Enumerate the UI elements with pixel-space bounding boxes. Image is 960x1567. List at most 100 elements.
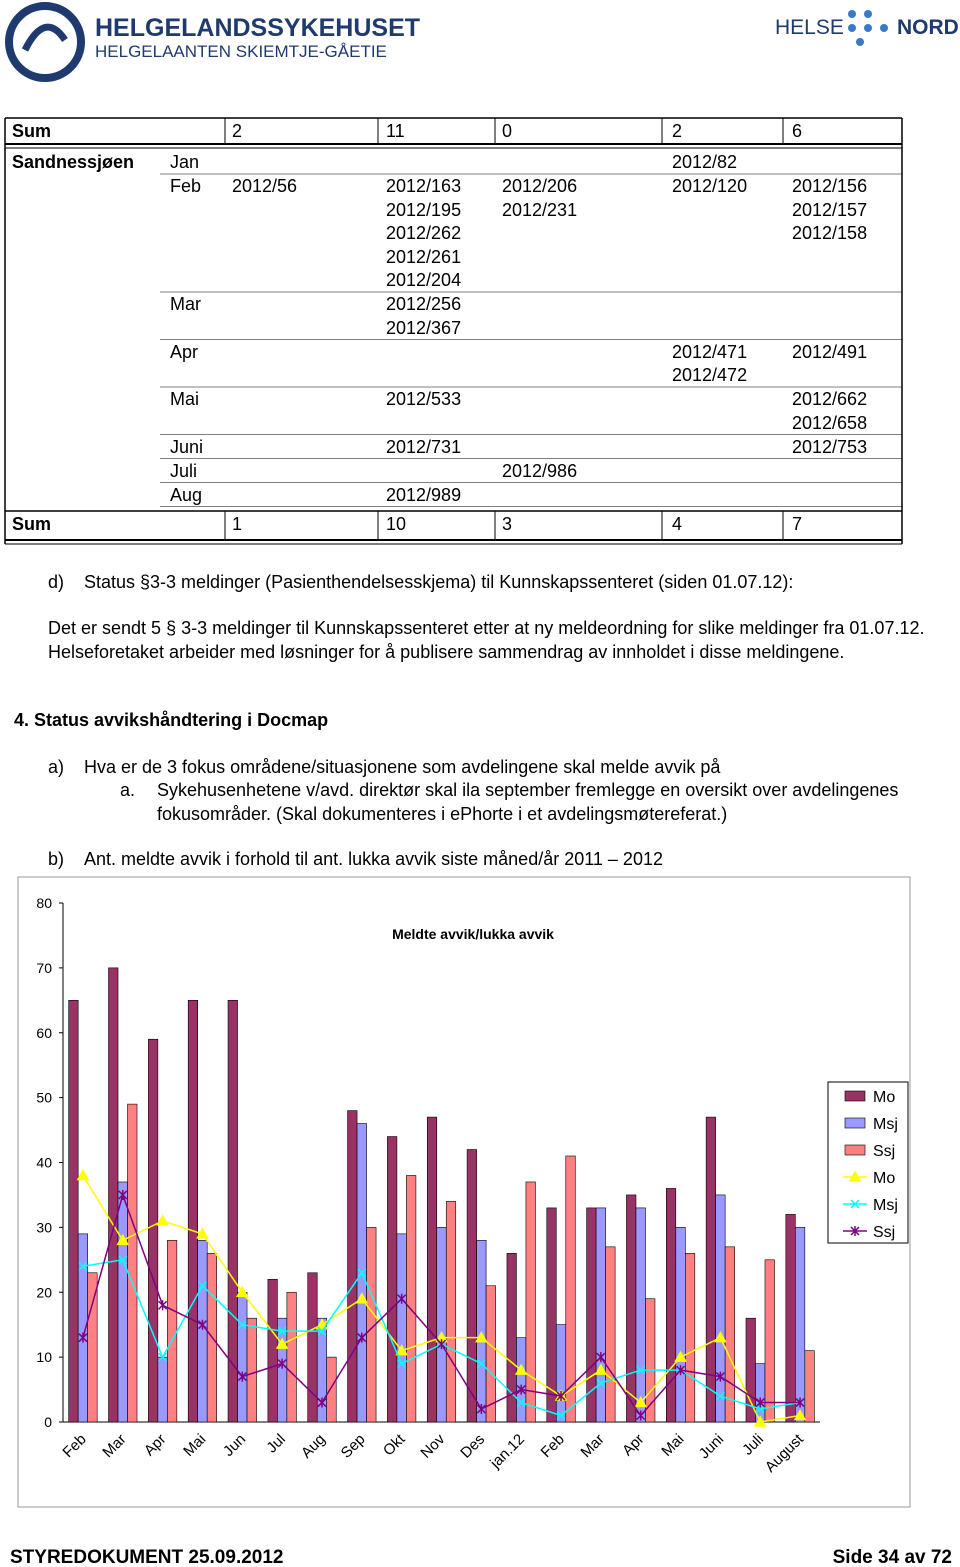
bar [626,1194,637,1423]
x-tick-label: Aug [298,1431,329,1462]
table-month: Juni [170,436,204,457]
bar [157,1356,168,1423]
table-cell: 11 [386,121,405,141]
bar [406,1175,417,1423]
logo-swirl [21,23,68,52]
bar [764,1259,775,1423]
y-tick-label: 50 [36,1090,52,1106]
y-tick-label: 30 [36,1219,52,1235]
table-cell: 2012/56 [232,176,298,196]
bar [675,1227,686,1423]
y-tick-label: 20 [36,1284,52,1300]
bar [595,1207,606,1423]
brand-dot [848,10,856,18]
list-label: a. [120,780,136,800]
line-marker [275,1337,289,1349]
table-cell: 0 [502,121,513,141]
line-marker [156,1214,169,1226]
bar [127,1103,138,1423]
x-tick-label: Jul [263,1431,289,1457]
footer-right: Side 34 av 72 [832,1547,952,1567]
bar [326,1356,337,1423]
table-cell: 2012/195 [386,199,462,220]
table-cell: 2012/367 [386,317,462,338]
brand-dot [864,10,872,18]
line-marker [357,1332,367,1343]
bar [227,1000,238,1423]
heading: 4. Status avvikshåndtering i Docmap [14,710,329,730]
bar [565,1155,576,1423]
bar [117,1181,128,1423]
line-marker [397,1293,407,1304]
list-label: b) [48,849,65,869]
line-marker [594,1363,608,1375]
table-section: Sandnessjøen [12,152,135,172]
x-tick-label: Apr [141,1431,170,1460]
legend-label: Mo [873,1170,895,1187]
line-marker [357,1268,367,1278]
line-marker [118,1189,128,1200]
y-tick-label: 40 [36,1155,52,1171]
bar [525,1181,536,1423]
line-marker [714,1331,727,1343]
line-marker [475,1331,488,1343]
line-marker [158,1352,168,1362]
table-cell: 2 [232,121,243,141]
bar [387,1136,398,1423]
bar [237,1291,248,1423]
bar [167,1240,178,1423]
table-cell: 2012/158 [792,223,868,243]
list-text: Ant. meldte avvik i forhold til ant. luk… [84,849,663,869]
bar [286,1291,297,1423]
list-label: d) [48,572,65,592]
line-marker [514,1363,528,1375]
chart-title: Meldte avvik/lukka avvik [392,926,554,942]
line-marker [118,1255,128,1265]
legend-label: Msj [873,1197,898,1214]
bar [516,1337,527,1423]
line-marker [397,1359,407,1369]
table-cell: 2012/256 [386,294,462,314]
line-marker [676,1365,686,1376]
line-marker [636,1410,646,1421]
line-marker [237,1320,247,1330]
x-tick-label: Apr [619,1431,648,1460]
line-marker [674,1350,687,1362]
logo [5,2,85,82]
legend-swatch [844,1117,866,1129]
bar [68,1000,79,1423]
table-cell: 4 [672,514,683,534]
line-marker [556,1410,566,1421]
bar [246,1317,257,1423]
brand-dot [848,24,856,32]
x-tick-label: Feb [538,1431,568,1461]
paragraph: Det er sendt 5 § 3-3 meldinger til Kunns… [48,618,925,662]
x-tick-label: Mar [99,1431,129,1461]
legend-box [827,1081,909,1244]
brand-dot [856,38,864,46]
x-tick-label: jan.12 [486,1431,528,1473]
footer-left: STYREDOKUMENT 25.09.2012 [10,1547,284,1567]
x-tick-label: Sep [338,1431,369,1462]
line-marker [317,1326,327,1336]
bar [645,1298,656,1423]
table-cell: 2012/662 [792,389,868,409]
bar [307,1272,318,1423]
org-sub: HELGELAANTEN SKIEMTJE-GÅETIE [95,42,387,61]
table-cell: Sum [12,514,52,534]
line-marker [355,1292,369,1304]
y-tick-label: 10 [36,1349,52,1365]
bar [197,1240,208,1423]
y-tick-label: 70 [36,960,52,976]
table-month: Jan [170,152,200,172]
line-marker [556,1391,566,1402]
line-marker [197,1319,207,1330]
x-tick-label: Mai [180,1431,209,1460]
table-cell: 2012/157 [792,199,868,220]
bar [426,1116,438,1423]
line-marker [634,1395,647,1408]
line-marker [753,1415,767,1427]
y-tick-label: 80 [36,895,52,911]
